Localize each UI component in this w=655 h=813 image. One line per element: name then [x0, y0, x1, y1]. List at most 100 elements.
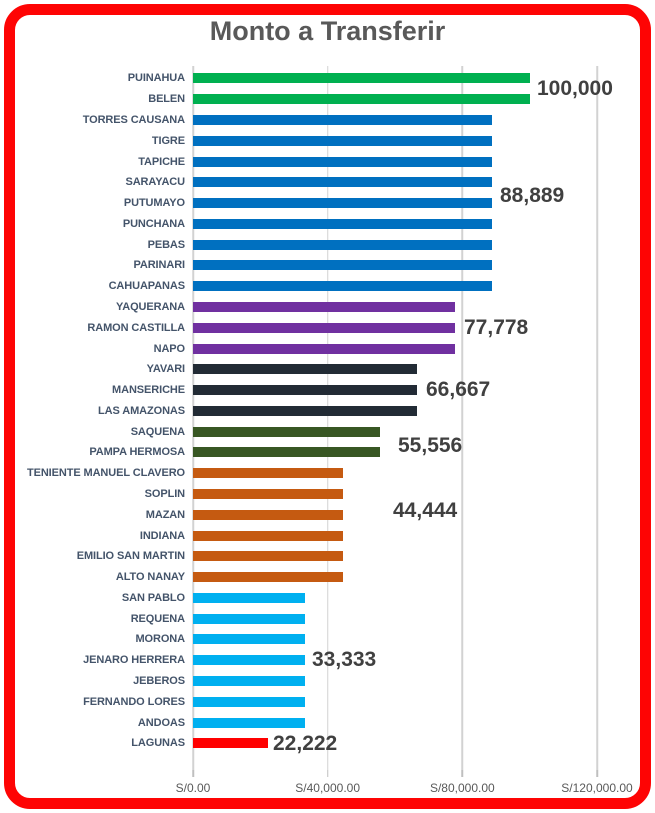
bar [193, 239, 493, 250]
bar-track [193, 442, 597, 463]
bar-track [193, 546, 597, 567]
bar-track [193, 629, 597, 650]
axis-tick [192, 770, 194, 777]
category-label: EMILIO SAN MARTIN [76, 550, 185, 563]
bar [193, 135, 493, 146]
bar-row: YAVARI [0, 359, 597, 380]
category-label: REQUENA [130, 612, 185, 625]
bar-track [193, 712, 597, 733]
bar-track [193, 151, 597, 172]
bar-track [193, 255, 597, 276]
category-label: TORRES CAUSANA [82, 113, 185, 126]
bar-row: PUINAHUA [0, 68, 597, 89]
bar-row: JEBEROS [0, 671, 597, 692]
bar-row: LAS AMAZONAS [0, 401, 597, 422]
bar-row: PEBAS [0, 234, 597, 255]
bar [193, 468, 343, 479]
bar-track [193, 338, 597, 359]
category-label: PUTUMAYO [123, 197, 185, 210]
bar-row: CAHUAPANAS [0, 276, 597, 297]
category-label: NAPO [153, 342, 185, 355]
x-axis-tick-label: S/0.00 [175, 781, 211, 795]
bar-track [193, 380, 597, 401]
bar [193, 717, 306, 728]
gridline [326, 66, 329, 770]
bar [193, 364, 418, 375]
bar-row: MAZAN [0, 504, 597, 525]
bar-row: TENIENTE MANUEL CLAVERO [0, 463, 597, 484]
bar [193, 447, 381, 458]
bar [193, 572, 343, 583]
bar [193, 343, 455, 354]
bar-track [193, 89, 597, 110]
bar-row: TAPICHE [0, 151, 597, 172]
bar-track [193, 172, 597, 193]
bar [193, 551, 343, 562]
bar [193, 156, 493, 167]
bar-row: YAQUERANA [0, 297, 597, 318]
bar-row: PAMPA HERMOSA [0, 442, 597, 463]
bar-row: ANDOAS [0, 712, 597, 733]
bar-track [193, 276, 597, 297]
category-label: PAMPA HERMOSA [89, 446, 185, 459]
axis-tick [596, 770, 598, 777]
bar-track [193, 588, 597, 609]
bar [193, 696, 306, 707]
category-label: INDIANA [139, 529, 185, 542]
bar [193, 592, 306, 603]
category-label: RAMON CASTILLA [87, 321, 185, 334]
bar-row: SOPLIN [0, 484, 597, 505]
category-label: ANDOAS [137, 716, 185, 729]
category-label: PUNCHANA [122, 217, 185, 230]
category-label: JENARO HERRERA [83, 654, 185, 667]
category-label: PARINARI [133, 259, 185, 272]
bar [193, 489, 343, 500]
category-label: MORONA [135, 633, 185, 646]
category-label: BELEN [148, 93, 185, 106]
bar [193, 530, 343, 541]
bar-row: PARINARI [0, 255, 597, 276]
bar-track [193, 130, 597, 151]
bar [193, 322, 455, 333]
bar-row: EMILIO SAN MARTIN [0, 546, 597, 567]
bar [193, 676, 306, 687]
bar-track [193, 733, 597, 754]
bar-track [193, 68, 597, 89]
category-label: LAGUNAS [131, 737, 185, 750]
category-label: MAZAN [145, 508, 185, 521]
bar [193, 738, 268, 749]
bar-track [193, 671, 597, 692]
bar-track [193, 463, 597, 484]
bar [193, 634, 306, 645]
bar-row: MORONA [0, 629, 597, 650]
bar [193, 509, 343, 520]
x-axis-tick-label: S/80,000.00 [429, 781, 495, 795]
bar-row: REQUENA [0, 608, 597, 629]
bar-row: JENARO HERRERA [0, 650, 597, 671]
category-label: JEBEROS [133, 675, 185, 688]
bar-track [193, 650, 597, 671]
gridline [192, 66, 194, 770]
bar [193, 301, 455, 312]
bar-track [193, 401, 597, 422]
category-label: MANSERICHE [112, 384, 185, 397]
bar-track [193, 317, 597, 338]
bar-row: TORRES CAUSANA [0, 110, 597, 131]
bar [193, 655, 306, 666]
bar-row: SAN PABLO [0, 588, 597, 609]
bar [193, 198, 493, 209]
x-axis-tick-label: S/40,000.00 [295, 781, 361, 795]
bar-row: LAGUNAS [0, 733, 597, 754]
bar [193, 114, 493, 125]
category-label: CAHUAPANAS [108, 280, 186, 293]
chart-title: Monto a Transferir [209, 16, 446, 46]
bar-row: PUNCHANA [0, 213, 597, 234]
category-label: PUINAHUA [127, 72, 185, 85]
category-label: TENIENTE MANUEL CLAVERO [26, 467, 185, 480]
bar-track [193, 691, 597, 712]
bar-row: ALTO NANAY [0, 567, 597, 588]
bar-row: MANSERICHE [0, 380, 597, 401]
bar [193, 218, 493, 229]
axis-tick [326, 770, 329, 777]
